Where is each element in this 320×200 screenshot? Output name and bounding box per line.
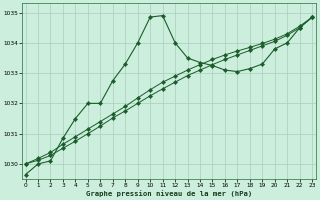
X-axis label: Graphe pression niveau de la mer (hPa): Graphe pression niveau de la mer (hPa) (86, 190, 252, 197)
